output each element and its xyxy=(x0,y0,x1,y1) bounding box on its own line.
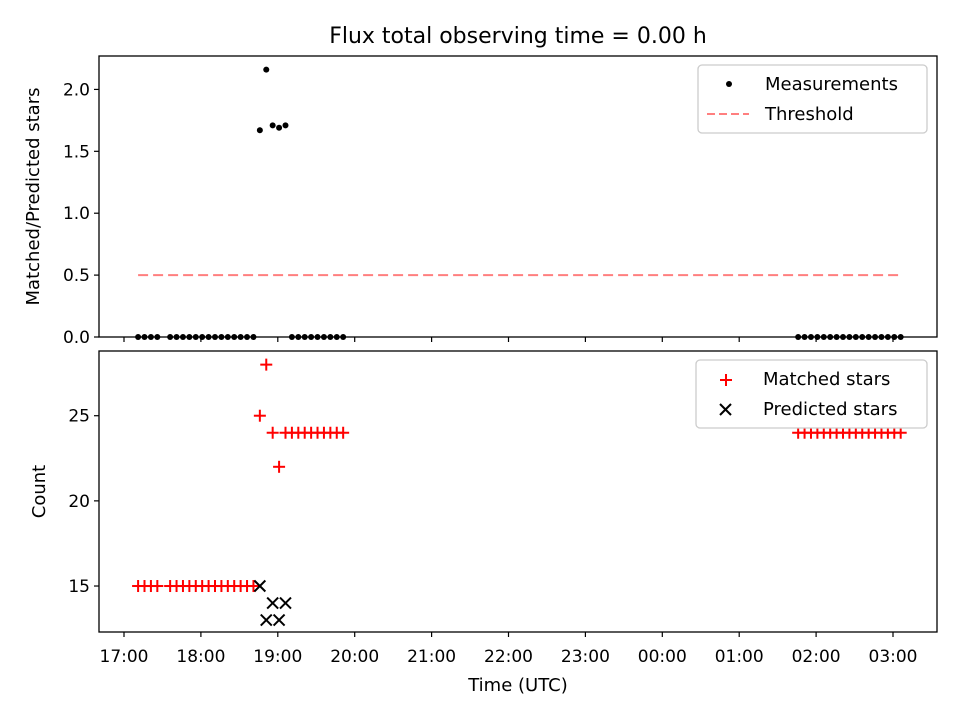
x-tick-label-18-00: 18:00 xyxy=(176,647,225,667)
bottom-y-tick-label: 20 xyxy=(68,492,90,512)
x-tick-label-17-00: 17:00 xyxy=(100,647,149,667)
bottom-panel: 15 20 25 17:00 18:00 19:00 20:00 21:00 22:00 23:0… xyxy=(29,350,938,696)
legend-matched-label: Matched stars xyxy=(763,369,890,390)
bottom-y-axis-label: Count xyxy=(29,465,50,518)
x-tick-label-20-00: 20:00 xyxy=(330,647,379,667)
x-tick-label-01-00: 01:00 xyxy=(715,647,764,667)
x-tick-label-00-00: 00:00 xyxy=(638,647,687,667)
measurement-point xyxy=(263,66,270,73)
matched-star-marker xyxy=(266,426,279,439)
predicted-star-marker xyxy=(279,596,292,610)
bottom-legend-box xyxy=(695,359,928,429)
top-panel: 0.00.51.01.52.0 Matched/Predicted stars … xyxy=(23,55,938,348)
legend-predicted-marker xyxy=(719,403,732,416)
top-y-axis-label: Matched/Predicted stars xyxy=(23,88,44,306)
predicted-star-marker xyxy=(266,596,279,610)
x-tick-label-02-00: 02:00 xyxy=(792,647,841,667)
measurement-point xyxy=(276,124,283,131)
top-y-tick-label: 0.0 xyxy=(63,328,90,348)
top-plot-frame xyxy=(98,55,938,338)
legend-measurements-marker xyxy=(726,81,732,87)
x-axis-label: Time (UTC) xyxy=(467,675,568,696)
predicted-star-marker xyxy=(260,613,273,627)
matched-star-marker xyxy=(151,580,164,593)
matched-star-marker xyxy=(273,460,286,473)
top-legend: Measurements Threshold xyxy=(697,64,928,134)
matched-star-marker xyxy=(894,426,907,439)
matched-star-marker xyxy=(253,409,266,422)
x-tick-label-03-00: 03:00 xyxy=(869,647,918,667)
bottom-y-tick-label: 15 xyxy=(68,577,90,597)
predicted-star-marker xyxy=(253,579,267,593)
legend-predicted-label: Predicted stars xyxy=(763,399,897,420)
predicted-star-marker xyxy=(272,613,286,627)
bottom-legend: Matched stars Predicted stars xyxy=(695,359,928,429)
x-tick-label-23-00: 23:00 xyxy=(561,647,610,667)
measurement-point xyxy=(282,122,289,129)
legend-matched-marker xyxy=(720,374,732,386)
top-chart-title: Flux total observing time = 0.00 h xyxy=(329,24,707,49)
top-y-tick-label: 1.0 xyxy=(63,204,90,224)
top-y-tick-label: 1.5 xyxy=(63,142,90,162)
matched-star-marker xyxy=(337,426,350,439)
bottom-y-tick-label: 25 xyxy=(68,407,90,427)
x-tick-label-19-00: 19:00 xyxy=(253,647,302,667)
matched-star-marker xyxy=(260,358,273,371)
bottom-plot-frame xyxy=(98,350,938,633)
measurement-point xyxy=(269,122,276,129)
matched-star-marker xyxy=(247,580,260,593)
top-legend-box xyxy=(697,64,928,134)
legend-measurements-label: Measurements xyxy=(765,74,898,95)
top-y-tick-label: 2.0 xyxy=(63,80,90,100)
measurement-point xyxy=(256,127,263,134)
x-tick-label-21-00: 21:00 xyxy=(407,647,456,667)
legend-threshold-label: Threshold xyxy=(764,104,854,125)
top-y-tick-label: 0.5 xyxy=(63,266,90,286)
x-tick-label-22-00: 22:00 xyxy=(484,647,533,667)
